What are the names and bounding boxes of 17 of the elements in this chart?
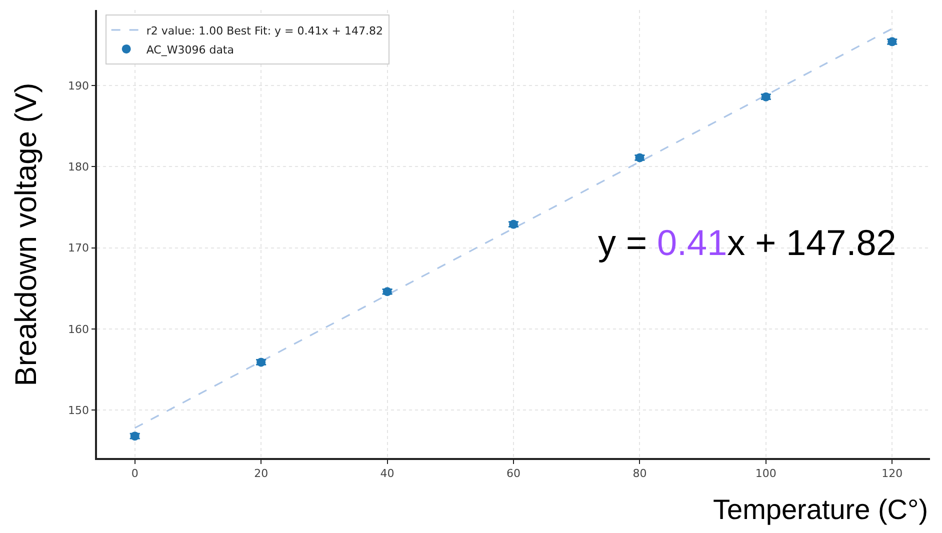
x-tick-label: 20: [254, 466, 268, 480]
x-tick-label: 80: [632, 466, 647, 480]
x-tick-label: 60: [506, 466, 520, 480]
legend-label: AC_W3096 data: [146, 43, 234, 56]
y-tick-label: 190: [68, 79, 90, 92]
x-tick-label: 100: [755, 466, 776, 480]
x-tick-label: 0: [131, 466, 138, 480]
y-tick-label: 150: [68, 404, 90, 417]
x-tick-label: 120: [882, 466, 903, 480]
x-tick-label: 40: [380, 466, 394, 480]
y-tick-label: 180: [68, 160, 90, 174]
y-tick-label: 170: [68, 242, 90, 255]
legend-label: r2 value: 1.00 Best Fit: y = 0.41x + 147.82: [146, 24, 383, 38]
y-axis-title: Breakdown voltage (V): [10, 82, 44, 386]
x-axis-title: Temperature (C°): [713, 494, 928, 525]
y-tick-label: 160: [68, 322, 90, 336]
annotation: y = 0.41x + 147.82: [598, 222, 896, 263]
